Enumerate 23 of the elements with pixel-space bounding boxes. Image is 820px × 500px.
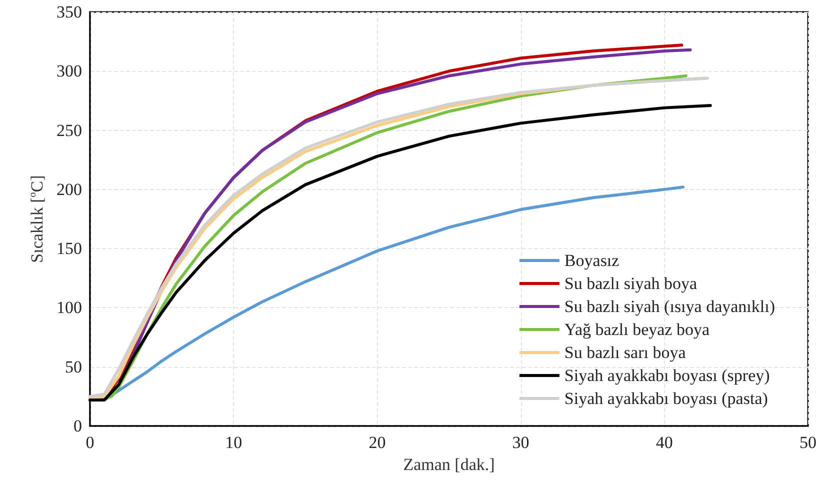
y-tick-label: 350: [56, 2, 82, 22]
x-tick-label: 10: [225, 433, 242, 452]
legend-label: Su bazlı sarı boya: [564, 343, 686, 362]
y-tick-label: 0: [74, 416, 82, 436]
x-tick-label: 0: [86, 433, 94, 452]
x-tick-label: 50: [800, 433, 816, 452]
x-axis-title: Zaman [dak.]: [403, 454, 495, 474]
y-axis-title: Sıcaklık [oC]: [28, 175, 47, 263]
y-tick-label: 100: [56, 298, 82, 318]
legend-label: Boyasız: [564, 251, 620, 270]
x-tick-label: 30: [512, 433, 530, 452]
y-tick-label: 200: [56, 180, 82, 199]
y-tick-label: 50: [65, 357, 82, 376]
x-tick-label: 40: [656, 433, 673, 452]
y-tick-label: 250: [56, 120, 82, 140]
y-tick-label: 300: [56, 62, 82, 81]
legend-label: Siyah ayakkabı boyası (pasta): [564, 389, 768, 408]
y-tick-label: 150: [56, 239, 82, 258]
legend-label: Yağ bazlı beyaz boya: [564, 320, 710, 339]
legend-label: Su bazlı siyah (ısıya dayanıklı): [564, 297, 776, 316]
x-tick-label: 20: [368, 433, 386, 452]
legend-label: Siyah ayakkabı boyası (sprey): [564, 366, 770, 385]
legend-label: Su bazlı siyah boya: [564, 274, 698, 293]
